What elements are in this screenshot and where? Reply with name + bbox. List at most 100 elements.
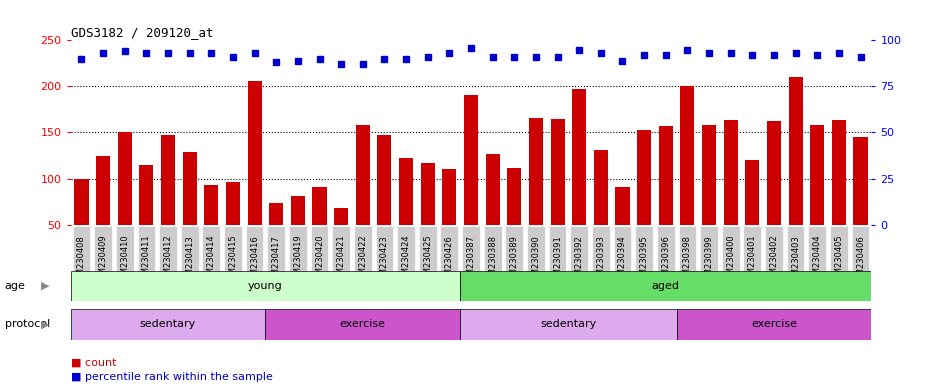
Text: GSM230422: GSM230422 <box>358 235 367 285</box>
Bar <box>832 119 846 225</box>
Bar <box>723 119 738 225</box>
FancyBboxPatch shape <box>700 226 718 294</box>
Text: GSM230398: GSM230398 <box>683 235 692 286</box>
Bar <box>313 187 327 225</box>
Text: GSM230402: GSM230402 <box>770 235 778 285</box>
Bar <box>572 89 586 225</box>
Bar <box>226 182 240 225</box>
Bar <box>637 130 651 225</box>
Text: age: age <box>5 281 25 291</box>
Bar <box>356 125 370 225</box>
Bar <box>266 309 461 340</box>
FancyBboxPatch shape <box>808 226 826 294</box>
FancyBboxPatch shape <box>678 226 696 294</box>
FancyBboxPatch shape <box>506 226 523 294</box>
Bar <box>658 126 673 225</box>
FancyBboxPatch shape <box>73 226 90 294</box>
Text: GDS3182 / 209120_at: GDS3182 / 209120_at <box>71 26 213 39</box>
Text: GSM230404: GSM230404 <box>813 235 821 285</box>
Bar <box>74 179 89 225</box>
FancyBboxPatch shape <box>613 226 631 294</box>
Bar <box>528 118 543 225</box>
Bar <box>378 135 392 225</box>
Text: GSM230417: GSM230417 <box>271 235 281 286</box>
FancyBboxPatch shape <box>852 226 869 294</box>
FancyBboxPatch shape <box>787 226 804 294</box>
FancyBboxPatch shape <box>528 226 544 294</box>
Text: GSM230396: GSM230396 <box>661 235 671 286</box>
Text: GSM230412: GSM230412 <box>164 235 172 285</box>
Bar <box>788 77 803 225</box>
Bar <box>96 156 110 225</box>
FancyBboxPatch shape <box>722 226 739 294</box>
FancyBboxPatch shape <box>333 226 350 294</box>
Text: sedentary: sedentary <box>541 319 596 329</box>
Bar <box>702 125 716 225</box>
Text: ■ percentile rank within the sample: ■ percentile rank within the sample <box>71 372 272 382</box>
Text: GSM230393: GSM230393 <box>596 235 606 286</box>
Text: GSM230389: GSM230389 <box>510 235 519 286</box>
Text: protocol: protocol <box>5 319 50 329</box>
Text: GSM230421: GSM230421 <box>336 235 346 285</box>
Text: GSM230387: GSM230387 <box>466 235 476 286</box>
Text: GSM230405: GSM230405 <box>835 235 843 285</box>
Text: aged: aged <box>652 281 680 291</box>
Bar <box>161 135 175 225</box>
Bar <box>291 196 305 225</box>
FancyBboxPatch shape <box>765 226 783 294</box>
Bar <box>615 187 629 225</box>
FancyBboxPatch shape <box>246 226 264 294</box>
Text: GSM230406: GSM230406 <box>856 235 865 286</box>
Bar <box>139 165 154 225</box>
Bar <box>443 169 456 225</box>
FancyBboxPatch shape <box>116 226 134 294</box>
FancyBboxPatch shape <box>159 226 177 294</box>
Text: ▶: ▶ <box>41 319 49 329</box>
Bar <box>680 86 694 225</box>
FancyBboxPatch shape <box>743 226 761 294</box>
Text: GSM230390: GSM230390 <box>531 235 541 286</box>
Bar <box>810 125 824 225</box>
Text: ■ count: ■ count <box>71 358 116 368</box>
Bar <box>461 271 871 301</box>
FancyBboxPatch shape <box>398 226 414 294</box>
FancyBboxPatch shape <box>181 226 199 294</box>
Text: GSM230392: GSM230392 <box>575 235 584 286</box>
Text: sedentary: sedentary <box>140 319 196 329</box>
Bar <box>71 309 266 340</box>
FancyBboxPatch shape <box>376 226 394 294</box>
Bar <box>507 169 521 225</box>
Text: exercise: exercise <box>340 319 386 329</box>
FancyBboxPatch shape <box>354 226 372 294</box>
Bar <box>461 309 676 340</box>
Bar <box>71 271 461 301</box>
Text: GSM230408: GSM230408 <box>77 235 86 286</box>
Bar <box>464 95 478 225</box>
FancyBboxPatch shape <box>548 226 566 294</box>
Text: GSM230403: GSM230403 <box>791 235 800 286</box>
Text: GSM230415: GSM230415 <box>229 235 237 285</box>
Text: young: young <box>248 281 283 291</box>
Bar <box>767 121 781 225</box>
FancyBboxPatch shape <box>138 226 155 294</box>
Bar <box>399 158 414 225</box>
Bar <box>486 154 499 225</box>
Text: GSM230420: GSM230420 <box>315 235 324 285</box>
FancyBboxPatch shape <box>289 226 307 294</box>
Text: exercise: exercise <box>751 319 797 329</box>
FancyBboxPatch shape <box>592 226 609 294</box>
FancyBboxPatch shape <box>268 226 285 294</box>
Text: GSM230388: GSM230388 <box>488 235 497 286</box>
FancyBboxPatch shape <box>635 226 653 294</box>
Text: ▶: ▶ <box>41 281 49 291</box>
FancyBboxPatch shape <box>419 226 436 294</box>
Text: GSM230399: GSM230399 <box>705 235 713 286</box>
Bar <box>183 152 197 225</box>
FancyBboxPatch shape <box>570 226 588 294</box>
Text: GSM230395: GSM230395 <box>640 235 649 286</box>
Text: GSM230409: GSM230409 <box>99 235 107 285</box>
FancyBboxPatch shape <box>441 226 458 294</box>
FancyBboxPatch shape <box>311 226 329 294</box>
FancyBboxPatch shape <box>830 226 848 294</box>
Bar <box>421 163 435 225</box>
